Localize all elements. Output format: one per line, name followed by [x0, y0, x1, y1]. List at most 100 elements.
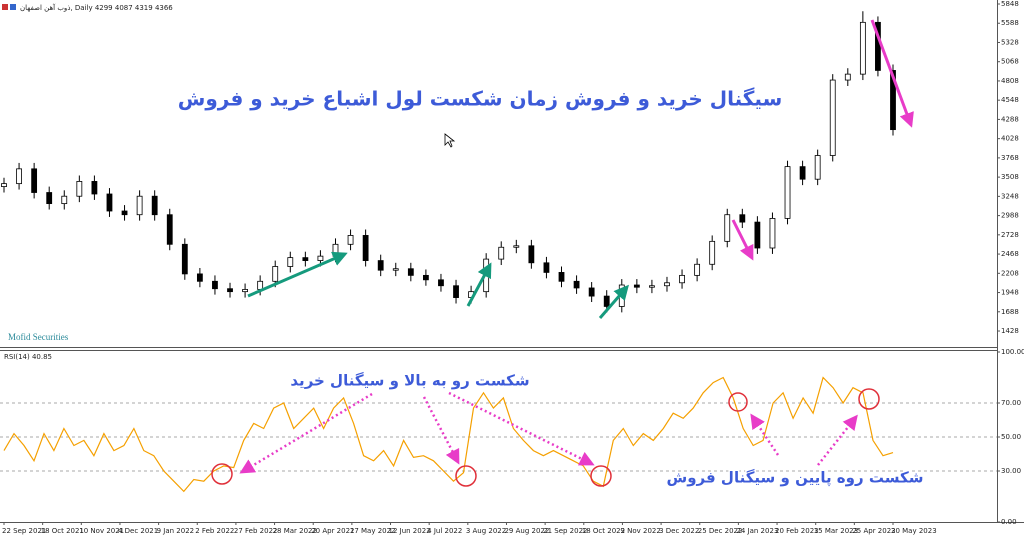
candle-body — [227, 288, 233, 293]
candle-body — [799, 166, 806, 180]
y-tick-label: 4548 — [1001, 96, 1019, 104]
y-tick-label: 4028 — [1001, 135, 1019, 143]
candle-body — [377, 260, 384, 271]
candle-body — [859, 21, 866, 75]
x-tick-label: 9 Jan 2022 — [157, 527, 195, 535]
candle-body — [573, 280, 580, 289]
icon — [10, 4, 16, 10]
candle-body — [332, 243, 339, 257]
signal-arrows — [247, 19, 914, 319]
sell-arrow — [870, 19, 914, 128]
candle-body — [649, 285, 655, 288]
pointer-arrow — [422, 396, 460, 465]
toolbar-icons — [2, 4, 16, 10]
candle-body — [724, 214, 731, 242]
y-tick-label: 1948 — [1001, 289, 1019, 297]
candle-body — [16, 168, 22, 185]
candle-body — [498, 246, 505, 260]
x-tick-label: 18 Oct 2021 — [41, 527, 84, 535]
pointer-arrow — [239, 392, 373, 474]
candle-body — [302, 257, 309, 261]
x-tick-label: 28 Mar 2022 — [273, 527, 317, 535]
candle-body — [513, 245, 520, 248]
y-tick-label: 1688 — [1001, 308, 1019, 316]
candle-body — [242, 289, 248, 293]
signal-circle — [211, 463, 233, 485]
candle-body — [317, 255, 324, 261]
candle-body — [769, 218, 776, 249]
candle-body — [754, 221, 761, 249]
candle-body — [453, 285, 459, 298]
candle-body — [664, 282, 670, 287]
signal-circle — [858, 388, 880, 410]
candle-body — [709, 240, 716, 265]
y-tick-label: 3248 — [1001, 192, 1019, 200]
x-tick-label: 4 Jul 2022 — [427, 527, 462, 535]
y-tick-label: 2208 — [1001, 269, 1019, 277]
y-tick-label: 100.00 — [1001, 348, 1024, 356]
pointer-arrow — [817, 414, 858, 466]
cursor — [444, 133, 456, 148]
candle-body — [61, 195, 68, 205]
rsi-annotation: شکست روه پایین و سیگنال فروش — [667, 469, 924, 488]
signal-circle — [590, 465, 612, 487]
x-tick-label: 18 Oct 2022 — [582, 527, 625, 535]
candle-body — [257, 280, 264, 290]
x-tick-label: 10 Nov 2021 — [79, 527, 124, 535]
indicator-title: RSI(14) 40.85 — [4, 353, 52, 361]
y-tick-label: 2988 — [1001, 212, 1019, 220]
buy-arrow — [466, 262, 492, 307]
candle-body — [844, 73, 851, 81]
candle-body — [166, 214, 173, 245]
x-tick-label: 20 Apr 2022 — [311, 527, 354, 535]
sell-arrow — [731, 219, 754, 261]
candle-body — [528, 245, 535, 264]
y-tick-label: 1428 — [1001, 327, 1019, 335]
x-tick-label: 4 Dec 2021 — [118, 527, 158, 535]
candle-body — [784, 166, 791, 219]
watermark: Mofid Securities — [8, 332, 69, 342]
frame — [0, 0, 1024, 523]
y-tick-label: 2728 — [1001, 231, 1019, 239]
candle-body — [633, 284, 640, 288]
rsi-markers — [211, 388, 880, 487]
chart-annotation: سیگنال خرید و فروش زمان شکست لول اشباع خ… — [178, 87, 783, 111]
y-tick-label: 50.00 — [1001, 433, 1021, 441]
x-tick-label: 3 Aug 2022 — [466, 527, 506, 535]
candle-body — [829, 79, 836, 156]
candle-body — [407, 268, 414, 276]
x-tick-label: 2 Feb 2022 — [195, 527, 234, 535]
x-tick-label: 24 Jan 2023 — [736, 527, 778, 535]
candle-body — [76, 181, 83, 197]
y-tick-label: 3508 — [1001, 173, 1019, 181]
candle-body — [151, 195, 158, 216]
x-tick-label: 15 Mar 2023 — [814, 527, 858, 535]
y-tick-label: 5068 — [1001, 58, 1019, 66]
y-tick-label: 0.00 — [1001, 518, 1017, 526]
signal-circle — [455, 465, 477, 487]
signal-circle — [728, 392, 748, 412]
candle-body — [91, 181, 98, 195]
x-tick-label: 9 Nov 2022 — [620, 527, 660, 535]
symbol-header: ذوب آهن اصفهان, Daily 4299 4087 4319 436… — [20, 3, 173, 12]
x-tick-label: 20 Feb 2023 — [775, 527, 819, 535]
candle-body — [438, 279, 444, 287]
x-tick-label: 25 Dec 2022 — [698, 527, 743, 535]
x-tick-label: 25 Apr 2023 — [852, 527, 895, 535]
icon — [2, 4, 8, 10]
candle-body — [136, 195, 143, 216]
x-tick-label: 17 May 2022 — [350, 527, 396, 535]
candle-body — [31, 168, 38, 193]
y-tick-label: 3768 — [1001, 154, 1019, 162]
buy-arrow — [598, 284, 629, 319]
y-tick-label: 4808 — [1001, 77, 1019, 85]
candle-body — [272, 266, 279, 282]
candle-body — [196, 273, 203, 282]
candle-body — [106, 193, 113, 212]
x-tick-label: 3 Dec 2022 — [659, 527, 699, 535]
candle-body — [46, 192, 53, 205]
y-tick-label: 30.00 — [1001, 467, 1021, 475]
